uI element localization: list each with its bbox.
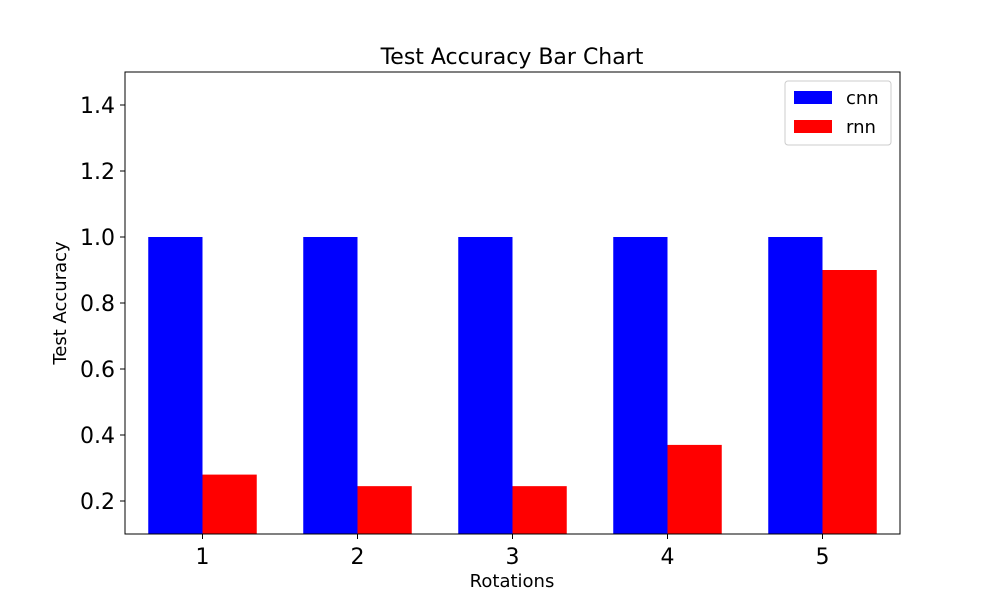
legend-swatch-rnn <box>794 120 832 133</box>
y-tick-label: 0.4 <box>80 424 115 449</box>
bar-rnn-2 <box>357 486 412 534</box>
y-axis: 0.2 0.4 0.6 0.8 1.0 1.2 1.4 <box>80 94 125 515</box>
chart-title: Test Accuracy Bar Chart <box>380 45 644 70</box>
legend-swatch-cnn <box>794 91 832 104</box>
y-tick-label: 1.4 <box>80 94 115 119</box>
y-tick-label: 0.8 <box>80 292 115 317</box>
y-tick-label: 0.6 <box>80 358 115 383</box>
bar-cnn-1 <box>148 237 203 534</box>
bar-cnn-2 <box>303 237 358 534</box>
bars-group <box>148 237 877 534</box>
y-tick-label: 1.0 <box>80 226 115 251</box>
bar-rnn-1 <box>202 474 257 534</box>
bar-rnn-4 <box>667 444 722 534</box>
y-tick-label: 1.2 <box>80 160 115 185</box>
x-tick-label: 4 <box>661 545 675 570</box>
x-tick-label: 5 <box>816 545 830 570</box>
x-tick-label: 3 <box>506 545 520 570</box>
bar-rnn-3 <box>512 486 567 534</box>
y-tick-label: 0.2 <box>80 490 115 515</box>
legend-label-cnn: cnn <box>846 88 879 109</box>
x-axis: 1 2 3 4 5 <box>196 534 830 570</box>
x-axis-label: Rotations <box>470 571 555 592</box>
bar-rnn-5 <box>822 270 877 534</box>
bar-cnn-4 <box>613 237 668 534</box>
legend-label-rnn: rnn <box>846 117 876 138</box>
y-axis-label: Test Accuracy <box>50 241 71 366</box>
legend: cnn rnn <box>784 80 892 146</box>
x-tick-label: 1 <box>196 545 210 570</box>
bar-cnn-3 <box>458 237 513 534</box>
bar-cnn-5 <box>768 237 823 534</box>
x-tick-label: 2 <box>351 545 365 570</box>
